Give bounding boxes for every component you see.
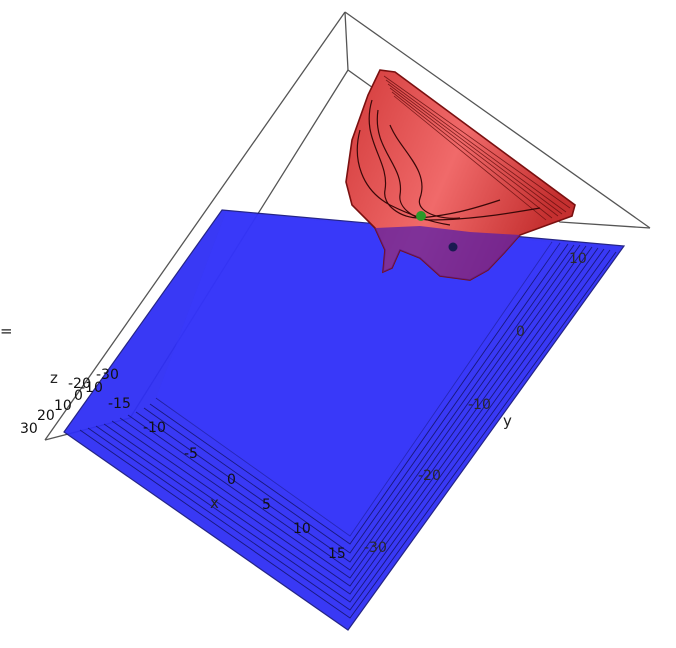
y-tick: 0: [516, 324, 525, 340]
y-tick: -10: [468, 397, 491, 413]
x-tick: 15: [328, 546, 346, 562]
x-ticks: -15 -10 -5 0 5 10 15: [108, 396, 346, 562]
x-tick: 5: [262, 497, 271, 513]
x-tick: -10: [143, 420, 166, 436]
z-tick: 20: [37, 408, 55, 424]
z-axis-label: z: [50, 369, 58, 387]
green-point[interactable]: [416, 211, 426, 221]
z-tick: 10: [54, 398, 72, 414]
y-tick: -30: [364, 540, 387, 556]
z-tick: -20: [68, 376, 91, 392]
z-tick: -30: [96, 367, 119, 383]
z-ticks: 30 20 10 0 -10 -20 -30: [20, 367, 119, 437]
blue-plane: [63, 209, 626, 631]
y-axis-label: y: [503, 412, 512, 430]
x-tick: -15: [108, 396, 131, 412]
z-tick: -10: [80, 380, 103, 396]
y-ticks: 10 0 -10 -20 -30: [364, 251, 587, 556]
x-axis-label: x: [210, 494, 219, 512]
z-tick: 0: [74, 388, 83, 404]
x-tick: -5: [184, 446, 198, 462]
edge-label: =: [0, 322, 13, 340]
x-tick: 10: [293, 521, 311, 537]
y-tick: 10: [569, 251, 587, 267]
z-tick: 30: [20, 421, 38, 437]
y-tick: -20: [418, 468, 441, 484]
red-surface: [345, 69, 576, 281]
dark-point[interactable]: [448, 242, 458, 252]
x-tick: 0: [227, 472, 236, 488]
